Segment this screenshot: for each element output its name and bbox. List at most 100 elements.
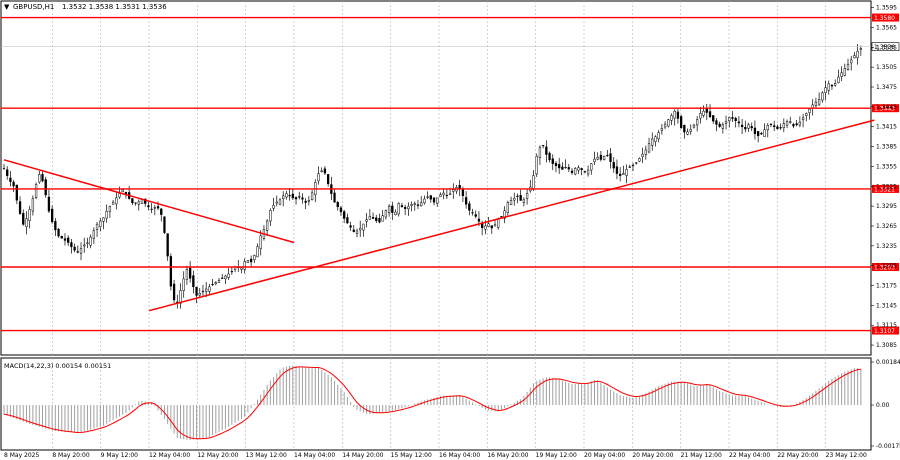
candle-body	[343, 211, 346, 219]
level-tag-label: 1.3321	[874, 186, 895, 193]
time-tick-label: 16 May 04:00	[439, 452, 480, 459]
candle-body	[365, 219, 368, 222]
candle-body	[426, 196, 429, 198]
candle-body	[86, 242, 89, 244]
candle-body	[70, 242, 73, 248]
candle-body	[179, 290, 182, 304]
candle-body	[724, 121, 728, 124]
time-tick-label: 13 May 12:00	[246, 452, 287, 459]
time-tick-label: 15 May 12:00	[391, 452, 432, 459]
candle-body	[185, 269, 189, 280]
candle-body	[134, 202, 137, 204]
current-price-tag	[871, 42, 900, 51]
candle-body	[359, 228, 362, 231]
candle-body	[208, 286, 211, 292]
header-arrow-icon[interactable]: ▼	[4, 3, 10, 11]
candle-body	[570, 170, 574, 173]
candle-body	[217, 280, 221, 283]
candle-body	[856, 51, 859, 58]
candle-body	[288, 195, 291, 197]
time-tick-label: 23 May 12:00	[826, 452, 867, 459]
candle-body	[79, 248, 83, 254]
candle-body	[596, 157, 599, 160]
candle-body	[577, 167, 580, 171]
candle-body	[737, 121, 741, 124]
candle-body	[699, 113, 702, 119]
time-tick-label: 16 May 20:00	[487, 452, 528, 459]
candle-body	[827, 83, 830, 91]
candle-body	[728, 117, 731, 121]
candle-body	[282, 195, 285, 199]
candle-body	[131, 198, 134, 204]
candle-body	[410, 204, 413, 206]
candle-body	[718, 123, 721, 127]
candle-body	[702, 110, 705, 116]
candle-body	[416, 204, 420, 206]
candle-body	[89, 236, 92, 246]
candle-body	[561, 166, 564, 170]
candle-body	[349, 225, 352, 228]
candle-body	[840, 72, 843, 77]
candle-body	[95, 223, 99, 230]
price-axis: 1.35951.35651.35351.35051.34751.34451.34…	[871, 5, 897, 349]
candle-body	[686, 131, 689, 135]
candle-body	[436, 197, 439, 204]
candle-body	[269, 210, 272, 222]
candle-body	[25, 218, 28, 227]
candle-body	[734, 118, 737, 122]
candle-body	[776, 126, 779, 130]
candle-body	[182, 278, 185, 291]
candle-body	[522, 199, 526, 203]
candle-body	[378, 218, 381, 223]
candle-body	[609, 153, 612, 162]
candle-body	[259, 235, 262, 249]
candle-body	[744, 126, 747, 130]
candle-body	[564, 166, 567, 169]
candle-body	[111, 201, 115, 205]
candle-body	[144, 198, 147, 204]
candle-body	[619, 173, 622, 176]
level-tag	[872, 104, 899, 113]
price-tick-label: 1.3505	[876, 64, 897, 71]
level-tag	[872, 184, 899, 193]
price-tick-label: 1.3325	[876, 183, 897, 190]
candle-body	[28, 209, 31, 221]
candle-body	[275, 201, 278, 204]
candle-body	[166, 233, 169, 257]
price-tick-label: 1.3295	[876, 203, 897, 210]
candle-body	[712, 115, 715, 122]
candle-body	[821, 92, 824, 101]
time-tick-label: 19 May 12:00	[536, 452, 577, 459]
candle-body	[285, 193, 288, 198]
candle-body	[137, 201, 140, 205]
candle-body	[756, 131, 760, 137]
candle-body	[198, 293, 201, 296]
time-tick-label: 9 May 12:00	[101, 452, 139, 459]
candle-body	[230, 271, 233, 273]
candle-body	[15, 184, 18, 201]
candle-body	[853, 55, 856, 59]
candle-body	[779, 127, 782, 129]
candle-body	[676, 111, 680, 119]
ohlc-values: 1.3532 1.3538 1.3531 1.3536	[62, 3, 167, 11]
candle-body	[532, 175, 535, 189]
candle-body	[843, 68, 846, 76]
time-tick-label: 20 May 20:00	[632, 452, 673, 459]
candle-body	[792, 124, 795, 127]
candle-body	[474, 214, 477, 217]
macd-signal-line	[3, 366, 861, 440]
price-tick-label: 1.3085	[876, 342, 897, 349]
candle-body	[323, 168, 327, 174]
price-tick-label: 1.3415	[876, 124, 897, 131]
candle-body	[83, 244, 86, 247]
candle-body	[387, 205, 391, 214]
candle-body	[782, 123, 785, 129]
candle-body	[461, 189, 465, 196]
grid	[52, 1, 826, 450]
candle-body	[6, 169, 9, 176]
candle-body	[651, 138, 654, 146]
trendlines	[3, 119, 875, 312]
time-tick-label: 22 May 20:00	[777, 452, 818, 459]
candle-body	[721, 124, 724, 129]
